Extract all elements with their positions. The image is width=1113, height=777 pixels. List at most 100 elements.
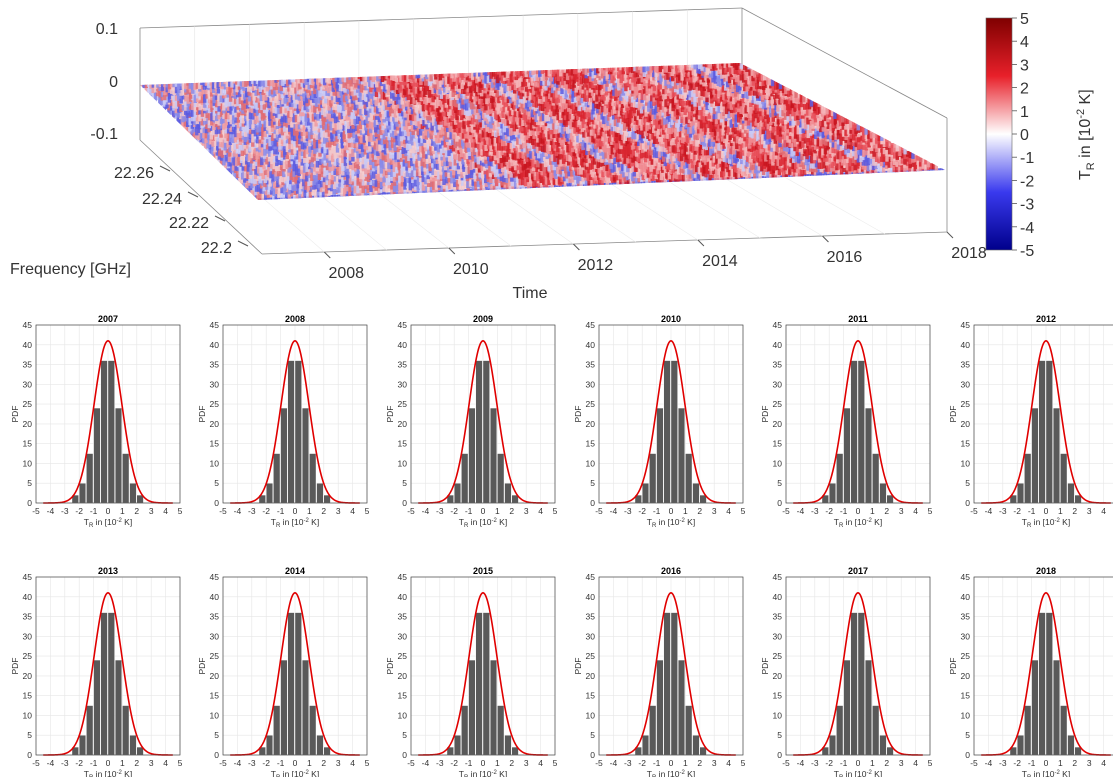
surface-mesh-cell [226,93,230,98]
surface-mesh-cell [272,99,276,107]
surface-mesh-cell [460,101,464,109]
surface-mesh-cell [419,142,423,153]
surface-mesh-cell [274,77,278,83]
surface-mesh-cell [604,111,608,123]
surface-mesh-cell [361,153,365,165]
surface-mesh-cell [476,172,480,182]
surface-mesh-cell [506,116,510,126]
surface-mesh-cell [146,85,151,94]
surface-mesh-cell [400,119,405,132]
surface-mesh-cell [205,114,209,124]
surface-mesh-cell [639,161,643,170]
surface-mesh-cell [667,158,671,170]
surface-mesh-cell [528,86,533,100]
surface-mesh-cell [454,74,458,82]
surface-mesh-cell [265,116,270,127]
surface-mesh-cell [334,73,338,83]
surface-mesh-cell [373,139,377,150]
surface-mesh-cell [410,91,414,105]
surface-mesh-cell [224,160,228,169]
surface-mesh-cell [328,146,332,156]
surface-mesh-cell [226,93,231,107]
surface-mesh-cell [555,99,559,112]
surface-mesh-cell [364,152,368,165]
surface-mesh-cell [320,162,325,168]
surface-mesh-cell [255,148,259,160]
surface-mesh-cell [317,124,321,133]
surface-mesh-cell [381,146,385,161]
surface-mesh-cell [677,135,681,147]
surface-mesh-cell [293,153,297,161]
surface-mesh-cell [222,109,226,119]
surface-mesh-cell [373,116,377,128]
surface-mesh-cell [396,144,400,153]
surface-mesh-cell [217,155,221,165]
surface-mesh-cell [539,158,544,171]
surface-mesh-cell [525,81,529,87]
surface-mesh-cell [191,96,195,107]
surface-mesh-cell [453,177,457,188]
surface-mesh-cell [341,147,345,154]
surface-mesh-cell [371,144,375,154]
surface-mesh-cell [616,138,621,149]
surface-mesh-cell [198,92,202,101]
surface-mesh-cell [548,153,552,158]
surface-mesh-cell [525,77,530,83]
surface-mesh-cell [254,161,258,175]
surface-mesh-cell [229,123,233,132]
surface-mesh-cell [385,73,389,80]
surface-mesh-cell [388,121,393,130]
surface-mesh-cell [245,148,249,161]
surface-mesh-cell [209,126,213,140]
surface-mesh-cell [383,71,387,81]
surface-mesh-cell [631,136,636,150]
surface-mesh-cell [583,142,588,148]
surface-mesh-cell [464,120,469,126]
surface-mesh-cell [338,156,342,163]
surface-mesh-cell [211,137,215,147]
surface-mesh-cell [302,93,306,102]
surface-mesh-cell [158,86,162,91]
surface-mesh-cell [648,143,653,151]
surface-mesh-cell [177,78,181,89]
surface-mesh-cell [241,132,245,140]
surface-mesh-cell [303,190,307,197]
surface-mesh-cell [267,154,272,162]
surface-mesh-cell [480,65,484,80]
surface-mesh-cell [269,94,273,103]
surface-mesh-cell [300,80,304,87]
surface-mesh-cell [270,180,274,191]
surface-mesh-cell [580,97,584,104]
surface-mesh-cell [600,176,604,185]
surface-mesh-cell [298,151,302,163]
surface-mesh-cell [498,178,502,192]
surface-mesh-cell [449,169,454,178]
surface-mesh-cell [317,119,321,129]
surface-mesh-cell [565,67,570,81]
surface-mesh-cell [463,88,467,95]
surface-mesh-cell [375,114,379,120]
surface-mesh-cell [409,127,413,132]
surface-mesh-cell [507,172,511,179]
surface-mesh-cell [589,126,594,136]
surface-mesh-cell [353,178,358,187]
surface-mesh-cell [461,135,465,147]
surface-mesh-cell [506,167,511,175]
surface-mesh-cell [554,71,558,77]
surface-mesh-cell [361,103,365,115]
surface-mesh-cell [475,146,479,153]
surface-mesh-cell [248,106,253,120]
surface-mesh-cell [578,93,582,98]
surface-mesh-cell [312,117,316,131]
surface-mesh-cell [172,105,176,118]
surface-mesh-cell [457,93,461,99]
surface-mesh-cell [188,77,192,89]
surface-mesh-cell [431,176,436,182]
surface-mesh-cell [365,130,369,141]
surface-mesh-cell [527,120,531,130]
surface-mesh-cell [481,154,486,163]
surface-mesh-cell [274,93,278,103]
surface-mesh-cell [300,135,304,142]
surface-mesh-cell [296,180,300,189]
surface-mesh-cell [505,177,509,183]
